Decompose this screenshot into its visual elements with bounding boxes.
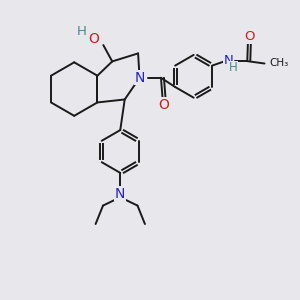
Text: H: H [77, 25, 87, 38]
Text: O: O [244, 30, 255, 43]
Text: N: N [115, 187, 125, 201]
Text: H: H [229, 61, 237, 74]
Text: N: N [134, 71, 145, 85]
Text: CH₃: CH₃ [270, 58, 289, 68]
Text: N: N [224, 54, 234, 67]
Text: O: O [158, 98, 169, 112]
Text: O: O [88, 32, 99, 46]
